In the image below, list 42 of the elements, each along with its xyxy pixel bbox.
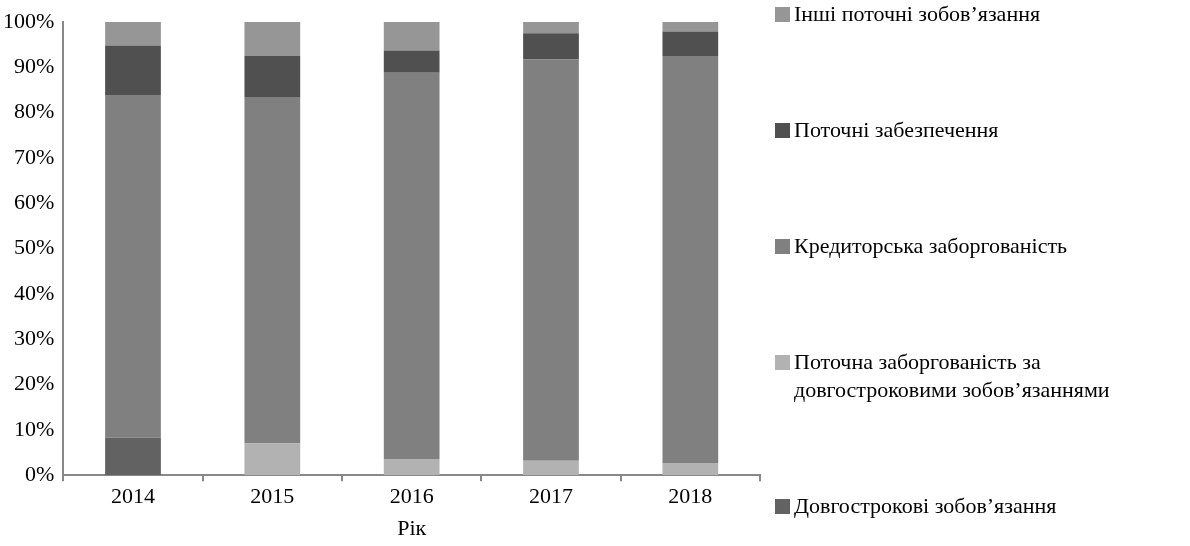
- bar: [662, 31, 719, 56]
- bar: [105, 94, 161, 438]
- bar: [244, 55, 301, 98]
- bar: [523, 59, 579, 461]
- bar: [523, 33, 579, 60]
- legend-label: Поточні забезпечення: [794, 116, 999, 144]
- x-tick-label: 2014: [110, 483, 155, 509]
- bar: [662, 22, 719, 32]
- y-tick-label: 30%: [14, 325, 55, 351]
- x-tick-label: 2015: [250, 483, 295, 509]
- y-tick-label: 0%: [25, 460, 55, 486]
- bar: [662, 462, 719, 476]
- legend-label: Поточна заборгованість за довгостроковими зобов’язаннями: [794, 348, 1111, 404]
- y-tick-label: 80%: [14, 98, 55, 124]
- bar: [383, 72, 440, 459]
- bar: [383, 458, 440, 476]
- bar: [523, 22, 579, 34]
- x-tick-label: 2018: [668, 483, 713, 509]
- y-tick-label: 60%: [14, 189, 55, 215]
- y-tick-label: 50%: [14, 234, 55, 260]
- bar: [383, 22, 440, 51]
- bar: [383, 50, 440, 73]
- legend-label: Інші поточні зобов’язання: [794, 0, 1041, 28]
- legend-label: Довгострокові зобов’язання: [794, 492, 1057, 520]
- bar: [244, 443, 301, 476]
- bar: [105, 45, 161, 95]
- bar: [105, 437, 161, 476]
- y-tick-label: 10%: [14, 415, 55, 441]
- y-tick-label: 70%: [14, 143, 55, 169]
- x-tick-label: 2017: [529, 483, 573, 509]
- x-tick-label: 2016: [389, 483, 434, 509]
- bar: [244, 22, 301, 56]
- x-axis-title: Рік: [397, 514, 427, 540]
- legend-label: Кредиторська заборгованість: [794, 232, 1068, 260]
- y-tick-label: 90%: [14, 53, 55, 79]
- y-tick-label: 100%: [3, 7, 55, 33]
- y-tick-label: 40%: [14, 279, 55, 305]
- bar: [523, 460, 579, 476]
- y-tick-label: 20%: [14, 370, 55, 396]
- bar: [105, 22, 161, 46]
- bar: [662, 55, 719, 463]
- bar: [244, 97, 301, 444]
